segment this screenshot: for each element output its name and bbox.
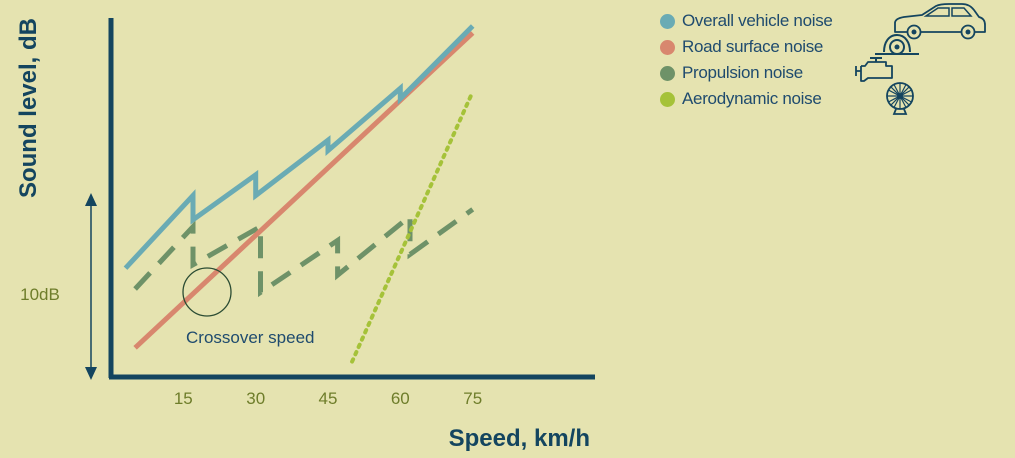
legend-item-propulsion: Propulsion noise bbox=[660, 57, 960, 86]
legend-item-road: Road surface noise bbox=[660, 33, 960, 60]
legend-item-overall: Overall vehicle noise bbox=[660, 3, 986, 40]
crossover-label: Crossover speed bbox=[186, 328, 315, 347]
x-tick-labels: 15 30 45 60 75 bbox=[174, 389, 482, 408]
engine-icon bbox=[855, 57, 893, 82]
x-tick-label: 45 bbox=[319, 389, 338, 408]
tire-icon bbox=[875, 33, 919, 55]
legend-dot-propulsion bbox=[660, 65, 675, 81]
x-axis-label: Speed, km/h bbox=[449, 425, 590, 452]
x-tick-label: 75 bbox=[463, 389, 482, 408]
legend-label-propulsion: Propulsion noise bbox=[682, 63, 803, 82]
scale-bar-label: 10dB bbox=[20, 285, 60, 304]
legend-dot-overall bbox=[660, 13, 675, 29]
x-tick-label: 15 bbox=[174, 389, 193, 408]
legend-dot-aero bbox=[660, 91, 675, 107]
legend-label-aero: Aerodynamic noise bbox=[682, 89, 822, 108]
x-tick-label: 30 bbox=[246, 389, 265, 408]
scale-bar bbox=[85, 193, 97, 380]
legend-item-aero: Aerodynamic noise bbox=[660, 82, 960, 115]
legend: Overall vehicle noise Road surface noise… bbox=[660, 3, 986, 115]
x-tick-label: 60 bbox=[391, 389, 410, 408]
crossover-circle bbox=[182, 267, 232, 317]
legend-label-road: Road surface noise bbox=[682, 37, 824, 56]
series-line-aerodynamic-noise bbox=[350, 89, 475, 364]
legend-dot-road bbox=[660, 39, 675, 55]
fan-icon bbox=[886, 82, 914, 115]
y-axis-label: Sound level, dB bbox=[15, 18, 42, 198]
legend-label-overall: Overall vehicle noise bbox=[682, 11, 833, 30]
plot-lines bbox=[123, 24, 475, 364]
car-icon bbox=[894, 3, 986, 40]
series-line-overall-vehicle-noise bbox=[123, 24, 475, 270]
